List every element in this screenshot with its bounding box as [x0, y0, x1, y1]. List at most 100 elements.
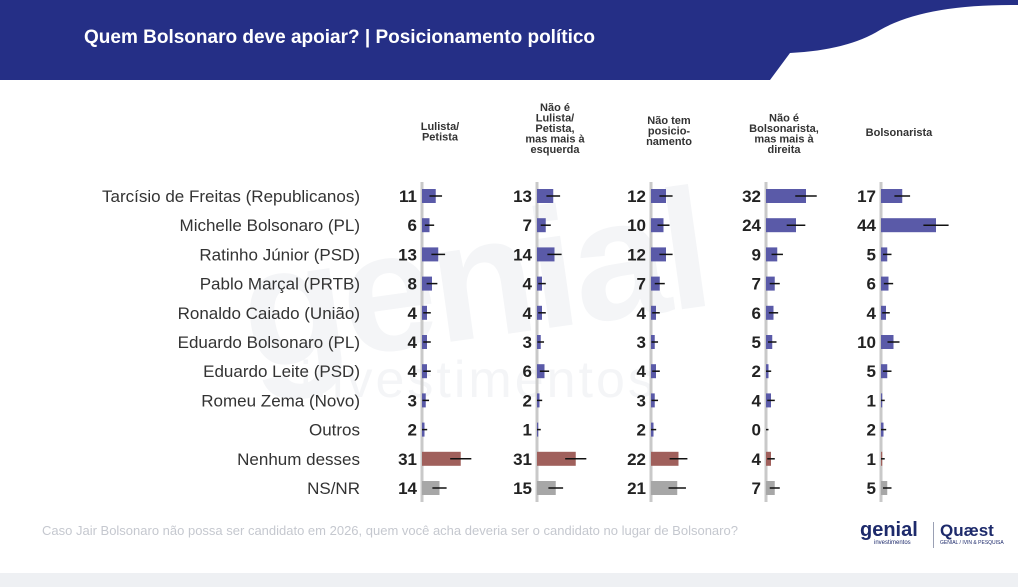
footnote: Caso Jair Bolsonaro não possa ser candid…: [42, 523, 738, 538]
bar: [881, 335, 894, 349]
value-label: 3: [523, 333, 532, 352]
header-background: [0, 0, 1018, 80]
value-label: 4: [523, 304, 533, 323]
category-label: Nenhum desses: [237, 450, 360, 469]
column-header: Não é Bolsonarista, mas mais à direita: [749, 113, 819, 157]
value-label: 1: [867, 391, 876, 410]
value-label: 4: [867, 304, 877, 323]
column-header-line: mas mais à: [754, 134, 814, 146]
column-header-line: Não tem: [647, 115, 691, 127]
column-header: Não tem posicio-namento: [646, 115, 692, 148]
value-label: 2: [752, 362, 761, 381]
value-label: 8: [408, 275, 417, 294]
column-header-line: posicio-: [648, 126, 691, 138]
value-label: 15: [513, 479, 532, 498]
category-label: NS/NR: [307, 479, 360, 498]
value-label: 2: [408, 421, 417, 440]
bar: [651, 451, 679, 466]
bar: [651, 247, 666, 262]
bottom-strip: [0, 573, 1018, 587]
category-label: Tarcísio de Freitas (Republicanos): [102, 187, 360, 206]
value-label: 10: [857, 333, 876, 352]
value-label: 5: [867, 479, 876, 498]
value-label: 5: [867, 362, 876, 381]
value-label: 17: [857, 187, 876, 206]
bar: [881, 218, 936, 233]
value-label: 44: [857, 216, 876, 235]
value-label: 12: [627, 187, 646, 206]
value-label: 12: [627, 245, 646, 264]
column-header-line: Bolsonarista,: [749, 123, 819, 135]
value-label: 4: [408, 333, 418, 352]
value-label: 13: [398, 245, 417, 264]
value-label: 31: [513, 450, 532, 469]
header-banner: Quem Bolsonaro deve apoiar? | Posicionam…: [0, 0, 1018, 80]
value-label: 5: [867, 245, 876, 264]
value-label: 11: [399, 187, 417, 206]
value-label: 4: [637, 304, 647, 323]
column-header: Não é Lulista/Petista, mas mais à esquerda: [525, 102, 585, 156]
bar: [422, 481, 440, 495]
value-label: 22: [627, 450, 646, 469]
value-label: 9: [752, 245, 761, 264]
bar: [422, 451, 461, 466]
value-label: 6: [867, 275, 876, 294]
value-label: 4: [408, 304, 418, 323]
value-label: 10: [627, 216, 646, 235]
column-header-line: namento: [646, 136, 692, 148]
bar: [537, 189, 554, 203]
column-header-line: Petista,: [535, 123, 574, 135]
category-label: Ratinho Júnior (PSD): [199, 245, 360, 264]
value-label: 7: [523, 216, 532, 235]
bar: [881, 189, 903, 203]
value-label: 7: [637, 275, 646, 294]
value-label: 14: [513, 245, 532, 264]
value-label: 14: [398, 479, 417, 498]
value-label: 4: [752, 391, 762, 410]
value-label: 6: [408, 216, 417, 235]
value-label: 1: [523, 421, 532, 440]
bar: [537, 247, 555, 262]
category-label: Ronaldo Caiado (União): [178, 304, 360, 323]
bar: [651, 218, 664, 233]
category-label: Eduardo Leite (PSD): [203, 362, 360, 381]
bar: [537, 481, 556, 495]
value-label: 5: [752, 333, 761, 352]
column-header-line: Lulista/: [536, 113, 575, 125]
column-header-line: Não é: [540, 102, 570, 114]
value-label: 4: [523, 275, 533, 294]
value-label: 1: [867, 450, 876, 469]
quaest-logo-text: Quæst: [940, 521, 994, 540]
column-header-line: Lulista/: [421, 121, 460, 133]
value-label: 3: [408, 391, 417, 410]
value-label: 2: [867, 421, 876, 440]
category-label: Outros: [309, 421, 360, 440]
bar: [766, 218, 796, 233]
value-label: 7: [752, 275, 761, 294]
value-label: 21: [627, 479, 646, 498]
category-label: Eduardo Bolsonaro (PL): [178, 333, 360, 352]
value-label: 3: [637, 333, 646, 352]
bar: [651, 481, 678, 495]
value-label: 4: [752, 450, 762, 469]
value-label: 32: [742, 187, 761, 206]
quaest-logo: Quæst GENIAL / IVIN & PESQUISA: [940, 521, 1004, 547]
value-label: 4: [637, 362, 647, 381]
genial-logo-text: genial: [860, 519, 918, 541]
genial-logo: genial investimentos: [860, 520, 918, 546]
category-label: Pablo Marçal (PRTB): [200, 275, 360, 294]
value-label: 31: [398, 450, 417, 469]
column-header-line: Petista: [422, 132, 459, 144]
logo-divider: [933, 522, 934, 548]
value-label: 0: [752, 421, 761, 440]
value-label: 2: [637, 421, 646, 440]
quaest-logo-subtext: GENIAL / IVIN & PESQUISA: [940, 540, 1004, 546]
column-header-line: esquerda: [531, 144, 581, 156]
bar: [422, 247, 439, 262]
column-header-line: Não é: [769, 113, 799, 125]
column-header-line: direita: [767, 144, 801, 156]
column-header-line: Bolsonarista: [866, 127, 934, 139]
value-label: 7: [752, 479, 761, 498]
value-label: 6: [752, 304, 761, 323]
